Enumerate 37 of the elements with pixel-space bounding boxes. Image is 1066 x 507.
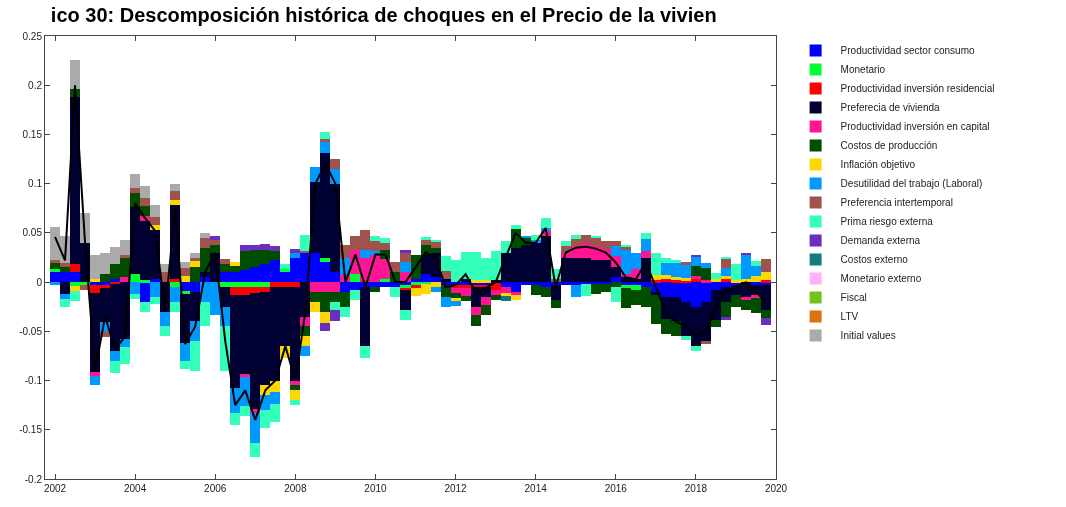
- y-tick-label: 0: [36, 276, 43, 288]
- y-tick-label: -0.1: [24, 375, 43, 387]
- y-tick-label: 0.2: [28, 79, 43, 91]
- x-tick-label: 2020: [764, 483, 788, 494]
- legend-label: Fiscal: [840, 292, 867, 304]
- legend-label: Preferecia de vivienda: [840, 102, 940, 114]
- legend-label: Preferencia intertemporal: [840, 197, 953, 209]
- legend-label: Demanda externa: [840, 235, 921, 247]
- x-tick-label: 2016: [604, 483, 628, 494]
- legend-label: Productividad sector consumo: [840, 45, 976, 57]
- x-tick-label: 2018: [684, 483, 708, 494]
- legend-label: Productividad inversión en capital: [840, 121, 990, 133]
- y-tick-label: 0.05: [22, 227, 43, 239]
- legend-label: Costos de producción: [840, 140, 938, 152]
- legend-label: Prima riesgo externa: [840, 216, 934, 228]
- legend-label: Monetario: [840, 64, 886, 76]
- x-tick-label: 2002: [43, 483, 67, 494]
- legend-label: Productividad inversión residencial: [840, 83, 995, 95]
- chart-title: ico 30: Descomposición histórica de choques en el Precio de la vivien: [50, 3, 717, 26]
- x-tick-label: 2012: [444, 483, 468, 494]
- y-tick-label: 0.1: [28, 178, 43, 190]
- y-tick-label: -0.05: [19, 325, 43, 337]
- legend-label: Monetario externo: [840, 273, 922, 285]
- legend-label: LTV: [840, 311, 859, 323]
- y-tick-label: -0.2: [24, 473, 43, 485]
- y-tick-label: 0.15: [22, 128, 43, 140]
- legend-label: Inflación objetivo: [840, 159, 916, 171]
- x-tick-label: 2010: [364, 483, 388, 494]
- y-tick-label: -0.15: [19, 424, 43, 436]
- x-tick-label: 2014: [524, 483, 548, 494]
- x-tick-label: 2004: [123, 483, 147, 494]
- x-tick-label: 2008: [284, 483, 307, 494]
- y-tick-label: 0.25: [22, 30, 43, 42]
- legend-label: Desutilidad del trabajo (Laboral): [840, 178, 983, 190]
- x-tick-label: 2006: [204, 483, 227, 494]
- legend-label: Costos externo: [840, 254, 909, 266]
- legend-label: Initial values: [840, 330, 896, 342]
